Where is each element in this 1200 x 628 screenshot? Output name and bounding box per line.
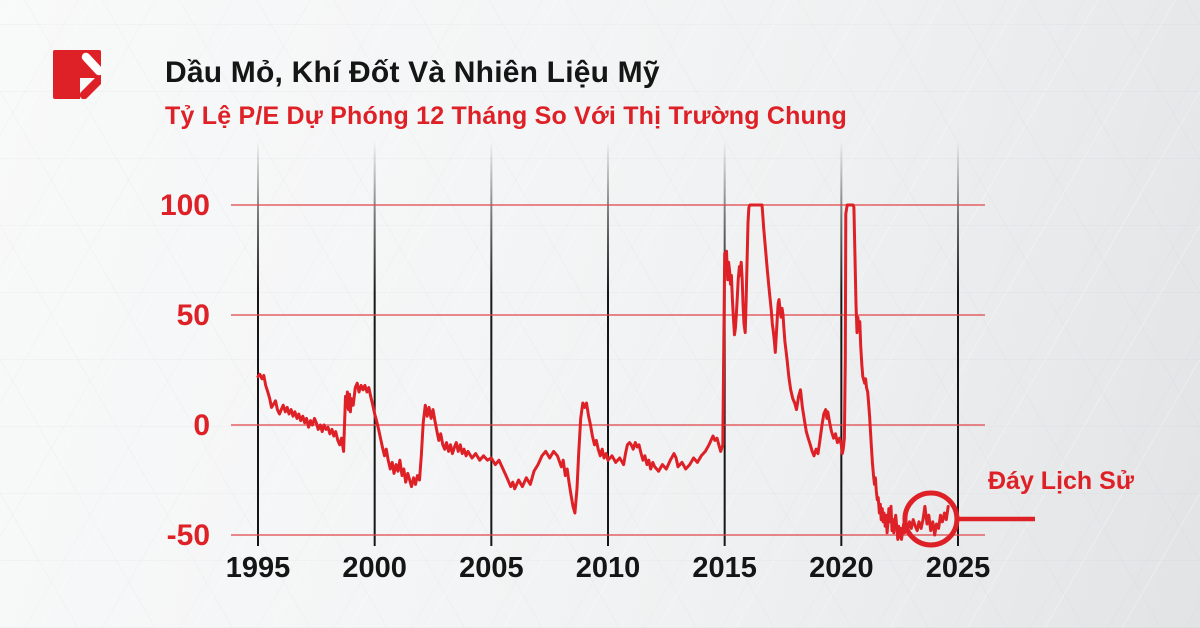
annotation-label: Đáy Lịch Sử [988,467,1134,495]
x-tick-label-1995: 1995 [226,552,291,584]
y-axis-labels: 100 50 0 -50 [160,189,210,552]
x-tick-label-2015: 2015 [692,552,757,584]
brand-logo-icon [53,50,101,99]
y-tick-label--50: -50 [167,519,210,552]
y-tick-label-100: 100 [160,189,210,222]
x-tick-label-2000: 2000 [342,552,407,584]
series-line [256,203,950,541]
x-axis-labels: 1995 2000 2005 2010 2015 2020 2025 [226,552,991,584]
x-tick-label-2010: 2010 [576,552,641,584]
x-tick-label-2025: 2025 [926,552,991,584]
x-tick-label-2020: 2020 [809,552,874,584]
y-tick-label-0: 0 [193,409,210,442]
x-gridlines [257,141,959,546]
page-title: Dầu Mỏ, Khí Đốt Và Nhiên Liệu Mỹ [165,56,660,89]
x-tick-label-2005: 2005 [459,552,524,584]
y-gridlines [231,204,985,536]
page-subtitle: Tỷ Lệ P/E Dự Phóng 12 Tháng So Với Thị T… [165,102,847,130]
y-tick-label-50: 50 [177,299,210,332]
